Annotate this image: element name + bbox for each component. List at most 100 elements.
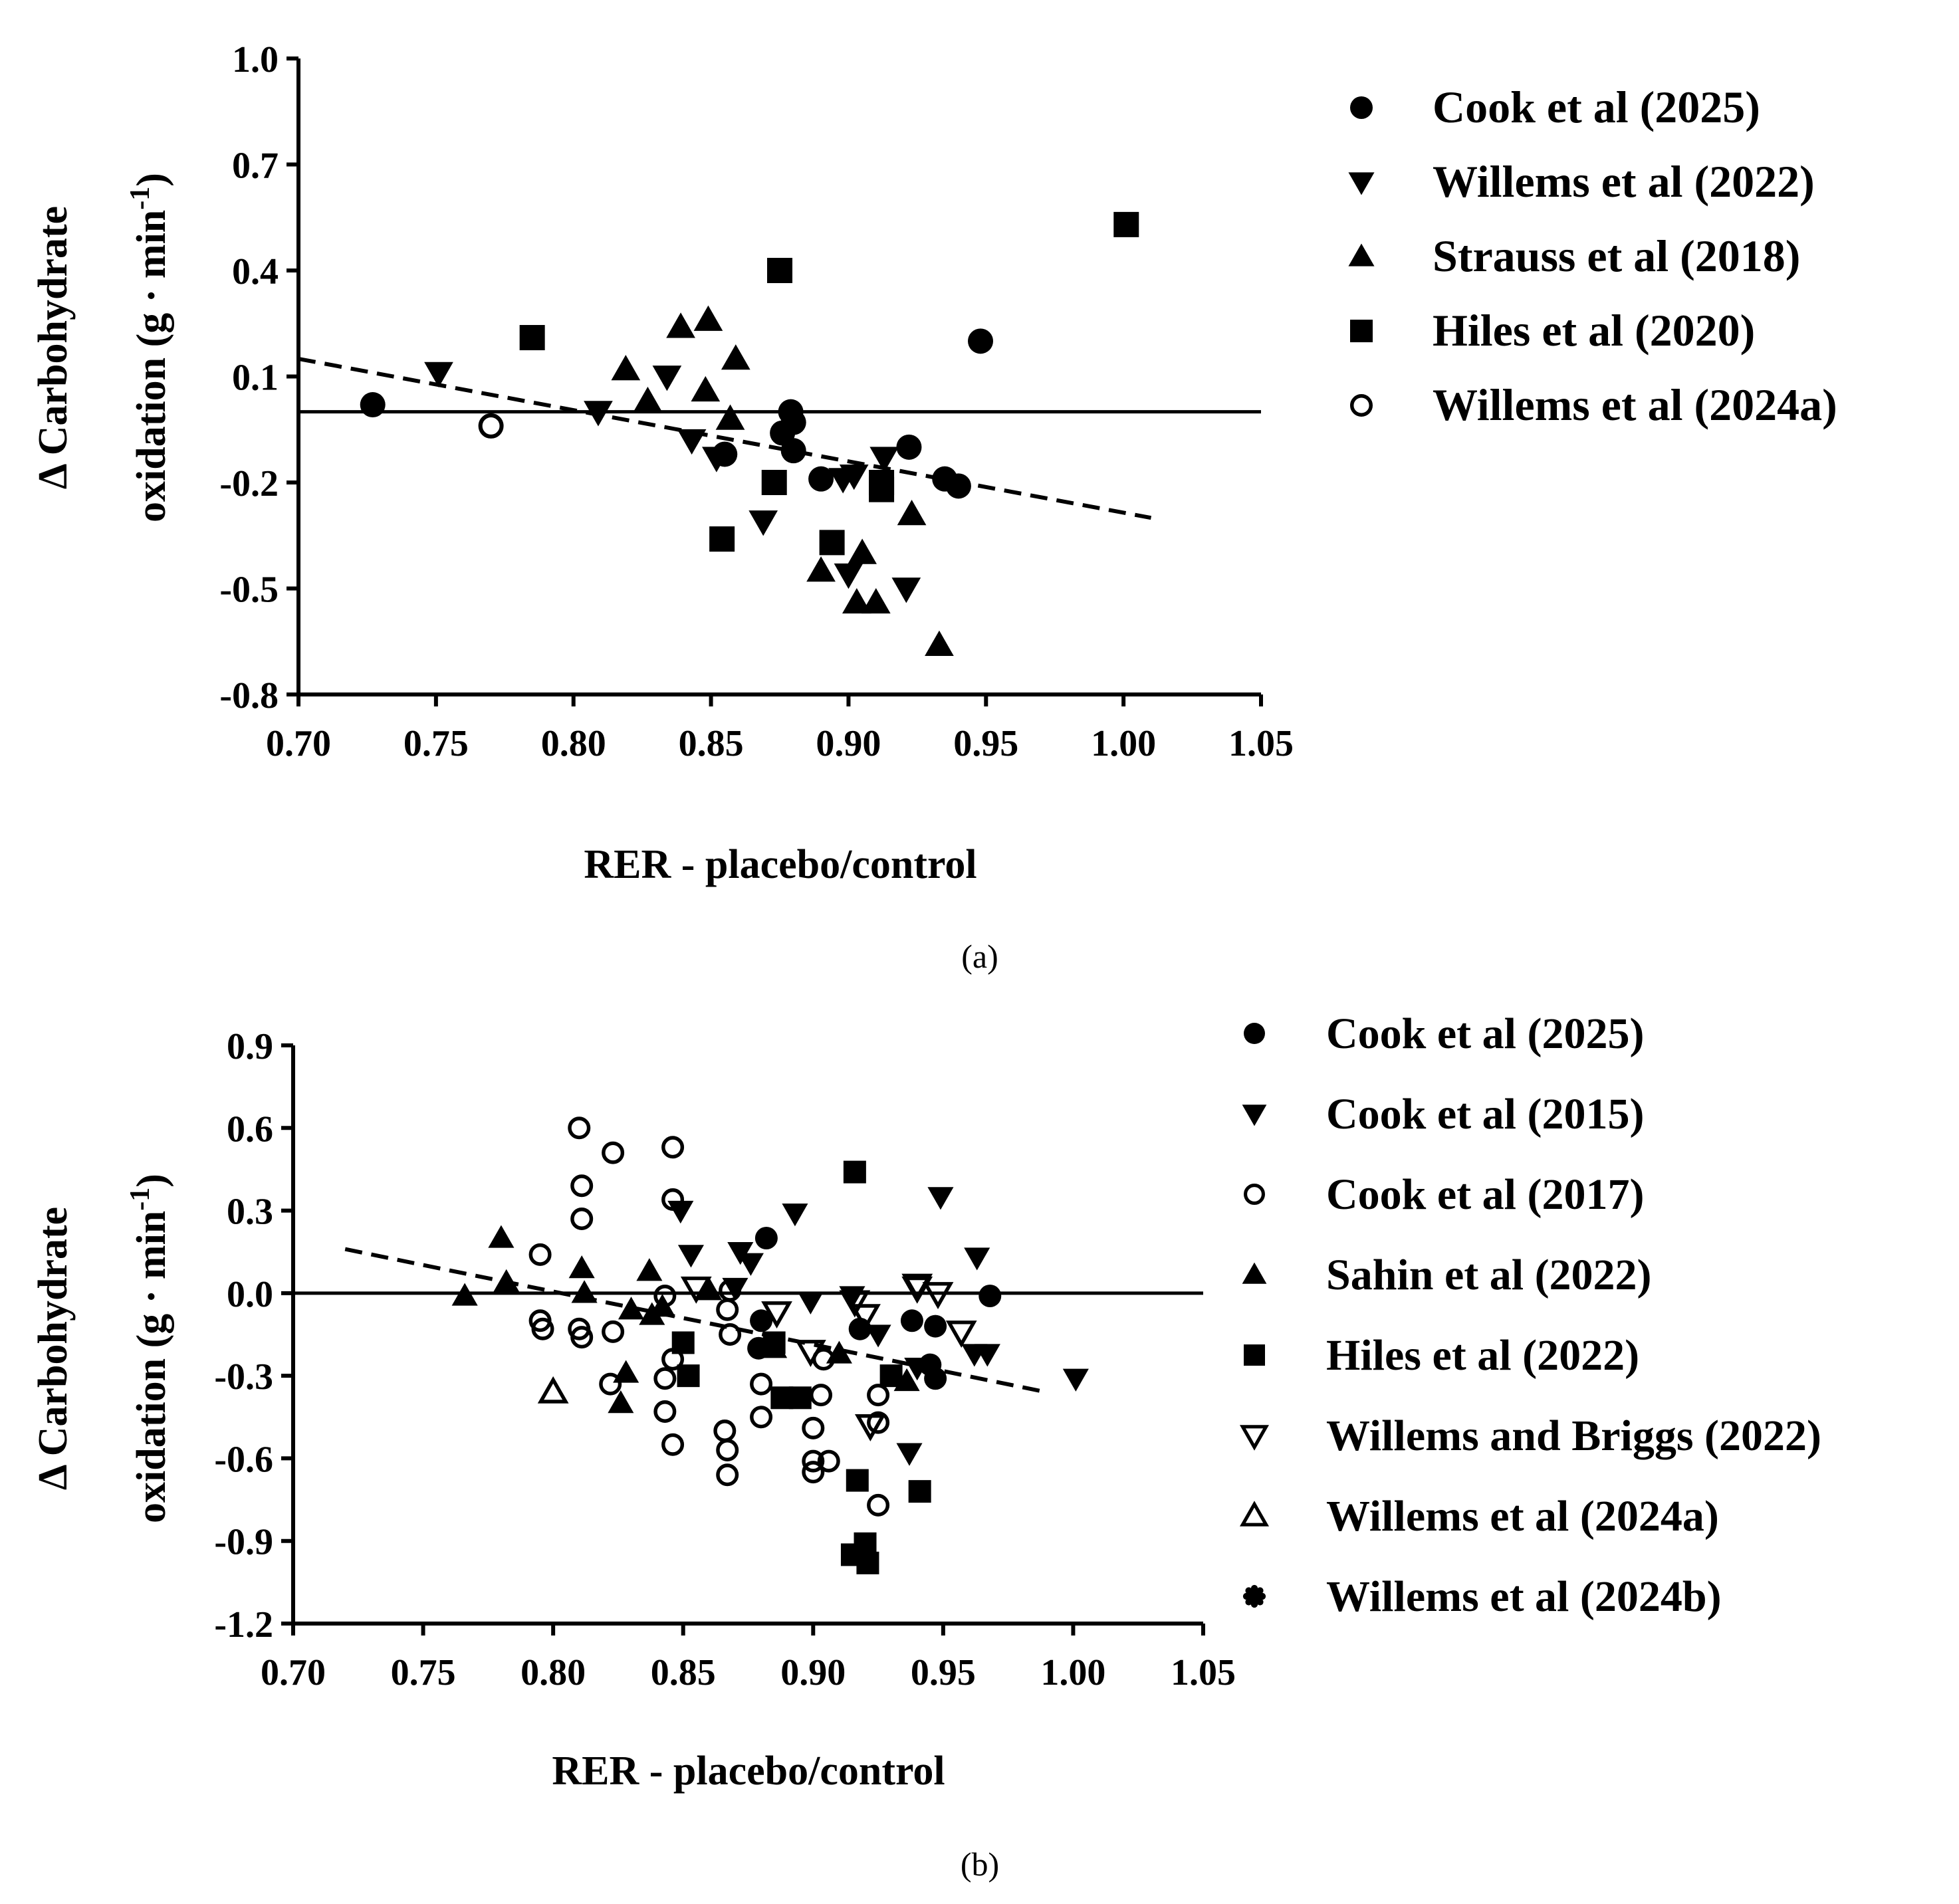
y-tick-label: -0.6 [214, 1439, 273, 1480]
y-tick-label: 1.0 [232, 39, 279, 80]
y-tick-label: -1.2 [214, 1604, 273, 1645]
data-point-triangle-up [618, 1297, 645, 1320]
data-point-circle-open [867, 1411, 890, 1434]
legend-label: Willems et al (2022) [1433, 156, 1815, 207]
data-point-circle-open [531, 1317, 554, 1340]
data-point-circle [968, 328, 994, 354]
data-point-triangle-down-open [854, 1414, 886, 1441]
data-point-circle [754, 1227, 778, 1249]
chart-b-y-label-line2: oxidation (g · min-1) [125, 1174, 174, 1523]
data-point-triangle-down [584, 401, 613, 427]
data-point-triangle-down [797, 1291, 824, 1315]
chart-b-y-label-close: ) [129, 1174, 174, 1188]
legend-marker-star-lobe [1245, 1598, 1252, 1606]
data-point-square [671, 1331, 695, 1354]
data-point-square [843, 1160, 866, 1184]
data-point-triangle-down [677, 1245, 704, 1268]
legend-label: Cook et al (2017) [1326, 1170, 1644, 1219]
data-point-circle [780, 409, 806, 435]
legend-marker-square [1350, 320, 1373, 342]
data-point-square [908, 1480, 931, 1503]
chart-a-x-label: RER - placebo/control [584, 842, 977, 887]
data-point-triangle-up [691, 375, 721, 402]
legend-marker-square [1244, 1344, 1265, 1366]
chart-a-caption: (a) [961, 938, 998, 975]
data-point-triangle-down [891, 578, 921, 603]
data-point-triangle-up [721, 344, 750, 370]
x-tick-label: 1.05 [1171, 1652, 1236, 1693]
x-tick-label: 1.00 [1040, 1652, 1105, 1693]
data-point-square [854, 1532, 877, 1555]
data-point-triangle-down-open [901, 1273, 933, 1301]
data-point-circle-open [750, 1372, 773, 1396]
legend-marker-circle [1244, 1023, 1265, 1044]
legend-label: Cook et al (2025) [1326, 1009, 1644, 1058]
x-tick-label: 0.85 [651, 1652, 716, 1693]
data-point-triangle-up [925, 630, 954, 656]
legend-marker-star-lobe [1250, 1584, 1258, 1592]
data-point-triangle-down-open [680, 1276, 712, 1304]
data-point-circle-open [602, 1141, 625, 1164]
data-point-circle-open [867, 1384, 890, 1407]
legend-label: Willems and Briggs (2022) [1326, 1412, 1821, 1460]
data-point-triangle-down [749, 510, 778, 536]
data-point-triangle-down [961, 1344, 988, 1367]
data-point-triangle-up [897, 500, 927, 526]
data-point-square [819, 530, 845, 556]
data-point-circle-open [478, 413, 504, 439]
data-point-circle-open [719, 1322, 742, 1346]
data-point-circle-open [802, 1416, 825, 1439]
legend-label: Willems et al (2024b) [1326, 1572, 1722, 1621]
chart-b: 0.9 0.6 0.3 0.0 -0.3 -0.6 -0.9 -1.2 0.70 0.75 0.80… [31, 1009, 1821, 1883]
data-point-square [762, 1331, 786, 1354]
y-tick-label: 0.6 [227, 1109, 273, 1150]
legend-marker-triangle-down [1348, 172, 1375, 195]
data-point-triangle-down-open [922, 1282, 954, 1310]
legend-label: Willems et al (2024a) [1326, 1492, 1719, 1540]
data-point-square [677, 1364, 700, 1388]
legend-marker-triangle-down [1242, 1105, 1267, 1126]
data-point-circle [900, 1309, 923, 1332]
data-point-square [767, 258, 792, 283]
data-point-circle-open [817, 1449, 840, 1473]
data-point-triangle-up-open [537, 1376, 569, 1404]
x-tick-label: 1.00 [1091, 723, 1156, 764]
data-point-triangle-down-open [839, 1290, 871, 1318]
legend-marker-star-lobe [1250, 1600, 1258, 1608]
x-tick-label: 0.90 [816, 723, 881, 764]
data-point-circle-open [653, 1367, 677, 1390]
data-point-triangle-down [869, 447, 899, 473]
x-tick-label: 0.85 [679, 723, 744, 764]
chart-a-legend: Cook et al (2025) Willems et al (2022) Str… [1348, 82, 1837, 430]
data-point-circle [945, 473, 971, 499]
data-point-square [761, 470, 787, 495]
data-point-triangle-up [633, 386, 663, 413]
chart-b-legend: Cook et al (2025) Cook et al (2015) Cook e… [1239, 1009, 1821, 1621]
data-point-triangle-up [696, 1277, 723, 1301]
legend-label: Cook et al (2025) [1433, 82, 1760, 132]
data-point-circle-open [570, 1207, 594, 1230]
data-point-triangle-up [715, 404, 745, 430]
data-point-circle [750, 1309, 773, 1332]
legend-marker-circle-open [1349, 393, 1373, 417]
chart-a-points [298, 211, 1261, 656]
legend-label: Hiles et al (2020) [1433, 305, 1755, 356]
x-tick-label: 0.80 [541, 723, 606, 764]
data-point-circle-open [716, 1298, 739, 1321]
data-point-triangle-down [904, 1358, 931, 1381]
data-point-circle-open [661, 1136, 685, 1159]
data-point-triangle-down-open [761, 1301, 792, 1329]
y-tick-label: -0.2 [219, 463, 279, 504]
y-tick-label: -0.8 [219, 675, 279, 716]
y-tick-label: 0.0 [227, 1274, 273, 1315]
legend-label: Willems et al (2024a) [1433, 379, 1837, 430]
data-point-square [869, 476, 895, 502]
data-point-triangle-up [649, 1294, 675, 1317]
data-point-triangle-up [608, 1390, 634, 1414]
legend-marker-star-lobe [1256, 1598, 1264, 1606]
y-tick-label: 0.9 [227, 1026, 273, 1067]
data-point-triangle-up [861, 587, 891, 614]
data-point-circle-open [713, 1419, 737, 1442]
x-tick-label: 0.80 [520, 1652, 586, 1693]
data-point-triangle-up [611, 355, 641, 381]
